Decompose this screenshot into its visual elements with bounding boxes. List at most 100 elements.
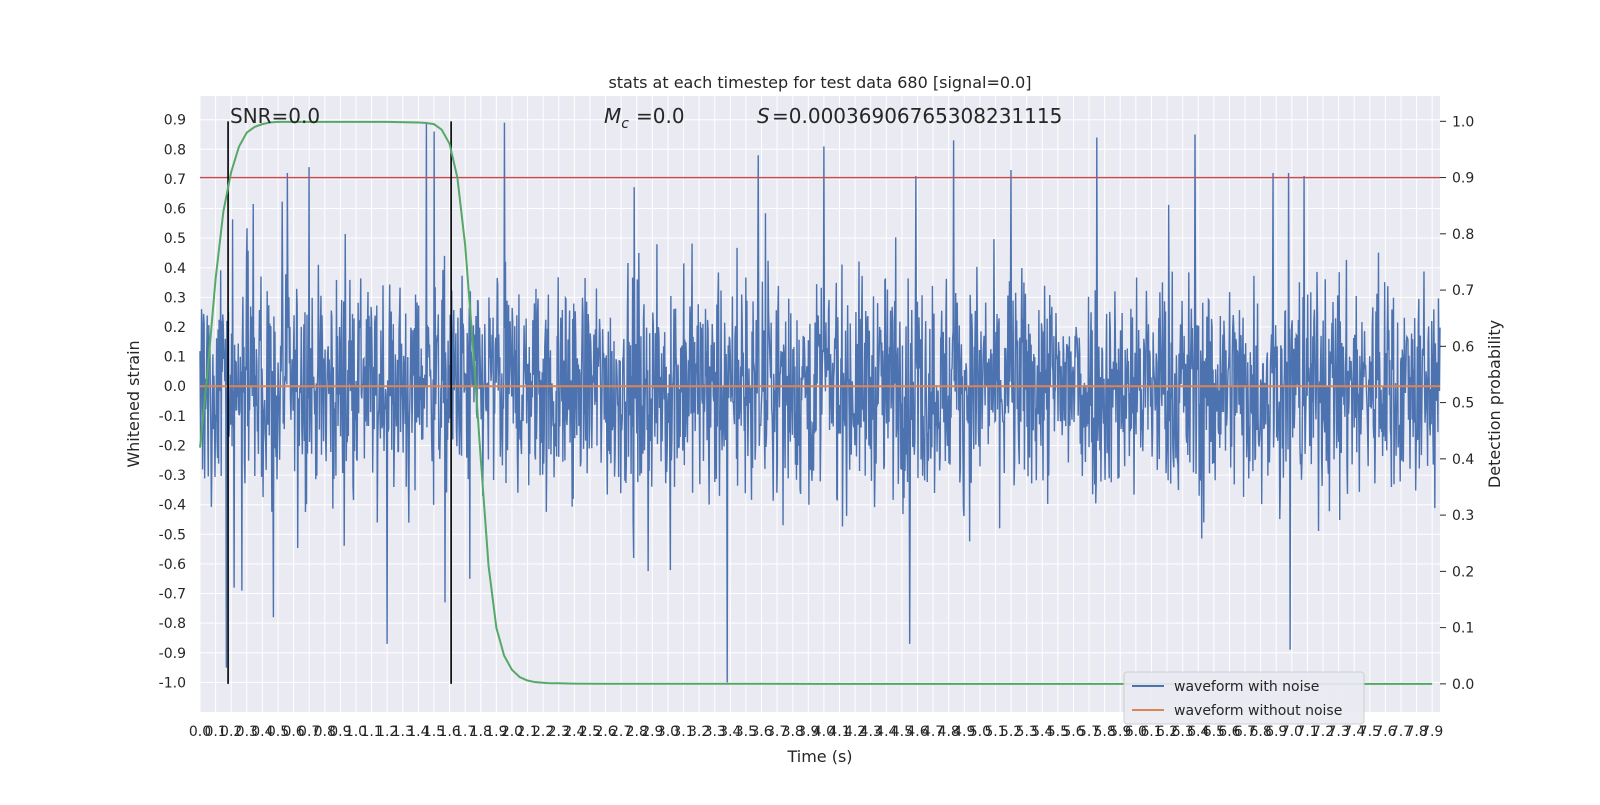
x-tick-label: 7.1 [1296, 724, 1318, 740]
y-tick-label: -0.6 [159, 557, 186, 573]
y-tick-label: 0.5 [164, 231, 186, 247]
y-tick-label: -0.5 [159, 527, 186, 543]
y-tick-label: 0.2 [164, 320, 186, 336]
y2-tick-label: 0.1 [1452, 621, 1474, 637]
y2-tick-label: 0.3 [1452, 508, 1474, 524]
y2-tick-label: 0.9 [1452, 171, 1474, 187]
x-tick-label: 2.5 [579, 724, 601, 740]
legend-box [1123, 671, 1365, 725]
y2-tick-label: 0.6 [1452, 339, 1474, 355]
y2-axis-label: Detection probability [1485, 320, 1504, 488]
x-tick-label: 2.2 [532, 724, 554, 740]
x-tick-label: 5.3 [1016, 724, 1038, 740]
y-tick-label: 0.6 [164, 202, 186, 218]
x-tick-label: 7.3 [1327, 724, 1349, 740]
x-tick-label: 2.6 [594, 724, 616, 740]
x-tick-label: 1.6 [438, 724, 460, 740]
x-tick-label: 0.8 [314, 724, 336, 740]
x-tick-label: 6.6 [1218, 724, 1240, 740]
x-tick-label: 5.4 [1031, 724, 1053, 740]
x-tick-label: 3.9 [797, 724, 819, 740]
x-tick-label: 4.4 [875, 724, 897, 740]
x-tick-label: 6.0 [1125, 724, 1147, 740]
x-tick-label: 4.2 [844, 724, 866, 740]
x-tick-label: 1.8 [470, 724, 492, 740]
s-symbol: S [757, 104, 770, 128]
x-tick-label: 6.1 [1140, 724, 1162, 740]
snr-annotation: SNR=0.0 [230, 104, 320, 128]
x-tick-label: 4.7 [922, 724, 944, 740]
x-tick-label: 7.9 [1421, 724, 1443, 740]
x-tick-label: 3.1 [672, 724, 694, 740]
x-tick-label: 7.0 [1281, 724, 1303, 740]
x-axis-label: Time (s) [786, 747, 852, 766]
x-tick-label: 1.4 [407, 724, 429, 740]
x-tick-label: 5.6 [1062, 724, 1084, 740]
x-tick-label: 4.0 [813, 724, 835, 740]
x-tick-label: 3.6 [750, 724, 772, 740]
chirp-mass-annotation: =0.0 [636, 104, 685, 128]
s-annotation: =0.0003690676530823111​5 [772, 104, 1062, 128]
x-tick-label: 6.9 [1265, 724, 1287, 740]
x-tick-label: 0.2 [220, 724, 242, 740]
legend-label-with-noise: waveform with noise [1174, 679, 1319, 695]
x-tick-label: 2.8 [626, 724, 648, 740]
x-tick-label: 7.4 [1343, 724, 1365, 740]
x-tick-label: 0.9 [329, 724, 351, 740]
x-tick-label: 1.7 [454, 724, 476, 740]
detection-probability-line [199, 120, 1433, 685]
y-tick-label: -0.2 [159, 438, 186, 454]
x-tick-label: 7.2 [1312, 724, 1334, 740]
x-tick-label: 2.9 [641, 724, 663, 740]
x-tick-label: 0.6 [282, 724, 304, 740]
y2-tick-label: 0.0 [1452, 677, 1474, 693]
chart-title: stats at each timestep for test data 680… [608, 73, 1031, 92]
x-tick-label: 1.3 [392, 724, 414, 740]
x-tick-label: 5.0 [969, 724, 991, 740]
x-tick-label: 0.7 [298, 724, 320, 740]
overlay-lines-layer [199, 120, 1440, 685]
x-tick-label: 4.3 [860, 724, 882, 740]
legend-label-without-noise: waveform without noise [1174, 703, 1342, 719]
x-tick-label: 3.2 [688, 724, 710, 740]
x-tick-label: 7.7 [1390, 724, 1412, 740]
waveform-with-noise-line [199, 122, 1441, 683]
x-tick-label: 6.3 [1172, 724, 1194, 740]
x-tick-label: 0.4 [251, 724, 273, 740]
x-tick-label: 0.0 [189, 724, 211, 740]
x-tick-label: 6.2 [1156, 724, 1178, 740]
x-tick-label: 5.2 [1000, 724, 1022, 740]
y-tick-label: -0.3 [159, 468, 186, 484]
y-axis-label: Whitened strain [124, 340, 143, 467]
y-tick-label: 0.8 [164, 142, 186, 158]
axes-layer: 0.00.10.20.30.40.50.60.70.80.91.01.11.21… [159, 113, 1475, 740]
y-tick-label: -0.1 [159, 409, 186, 425]
legend: waveform with noise waveform without noi… [1123, 671, 1365, 725]
x-tick-label: 5.7 [1078, 724, 1100, 740]
x-tick-label: 2.7 [610, 724, 632, 740]
x-tick-label: 0.3 [236, 724, 258, 740]
x-tick-label: 1.0 [345, 724, 367, 740]
x-tick-label: 5.1 [984, 724, 1006, 740]
x-tick-label: 1.1 [360, 724, 382, 740]
waveform-with-noise-layer [199, 122, 1441, 683]
x-tick-label: 3.4 [719, 724, 741, 740]
y-tick-label: -0.4 [159, 498, 186, 514]
y2-tick-label: 0.4 [1452, 452, 1474, 468]
x-tick-label: 3.8 [782, 724, 804, 740]
x-tick-label: 3.7 [766, 724, 788, 740]
y-tick-label: -0.9 [159, 646, 186, 662]
x-tick-label: 0.1 [204, 724, 226, 740]
x-tick-label: 1.5 [423, 724, 445, 740]
x-tick-label: 3.0 [657, 724, 679, 740]
y2-tick-label: 0.8 [1452, 227, 1474, 243]
x-tick-label: 5.9 [1109, 724, 1131, 740]
x-tick-label: 2.0 [501, 724, 523, 740]
y-tick-label: -1.0 [159, 675, 186, 691]
x-tick-label: 4.6 [906, 724, 928, 740]
y-tick-label: 0.7 [164, 172, 186, 188]
x-tick-label: 2.4 [563, 724, 585, 740]
y-tick-label: -0.8 [159, 616, 186, 632]
